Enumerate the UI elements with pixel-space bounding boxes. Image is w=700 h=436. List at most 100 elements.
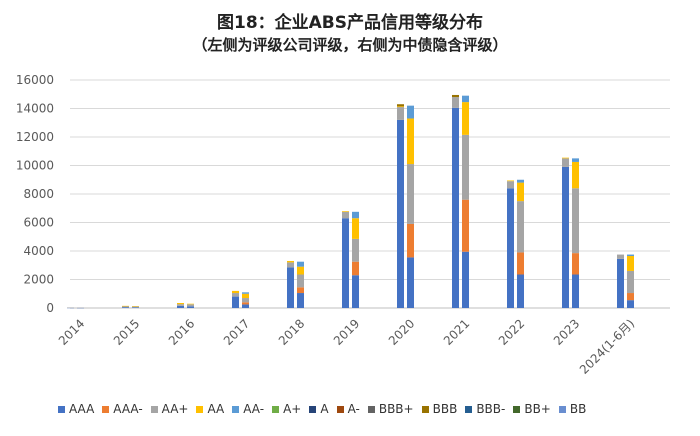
- bar-segment: [617, 258, 624, 308]
- bar-segment: [342, 211, 349, 219]
- bar-left: [617, 254, 624, 308]
- bar-segment: [177, 304, 184, 306]
- legend-item: A-: [336, 402, 360, 416]
- bar-segment: [407, 223, 414, 258]
- legend-label: AA-: [243, 402, 265, 416]
- bar-segment: [462, 199, 469, 252]
- legend-label: BBB-: [476, 402, 506, 416]
- bar-segment: [462, 134, 469, 200]
- bar-left: [122, 305, 129, 308]
- bar-segment: [242, 304, 249, 308]
- bar-segment: [407, 164, 414, 224]
- bar-segment: [572, 253, 579, 275]
- bar-segment: [462, 102, 469, 135]
- legend-item: AA+: [150, 402, 188, 416]
- bar-left: [452, 94, 459, 308]
- legend-swatch: [558, 406, 566, 413]
- bar-segment: [122, 305, 129, 307]
- legend-item: A+: [272, 402, 301, 416]
- bar-right: [407, 105, 414, 308]
- bar-segment: [452, 94, 459, 98]
- bar-segment: [132, 306, 139, 307]
- bar-segment: [562, 157, 569, 159]
- bar-segment: [407, 105, 414, 119]
- x-tick-label: 2023: [551, 316, 582, 347]
- bar-segment: [352, 211, 359, 219]
- legend-item: BBB-: [465, 402, 505, 416]
- bar-segment: [572, 188, 579, 254]
- bar-segment: [297, 261, 304, 267]
- bar-segment: [177, 303, 184, 305]
- legend-item: BBB+: [367, 402, 414, 416]
- legend-item: AA: [196, 402, 224, 416]
- bar-segment: [462, 95, 469, 103]
- bar-series: [67, 94, 634, 309]
- bar-segment: [507, 180, 514, 182]
- bar-segment: [287, 267, 294, 308]
- bar-right: [132, 306, 139, 308]
- x-tick-label: 2014: [56, 316, 87, 347]
- legend-swatch: [58, 406, 65, 413]
- bar-segment: [67, 307, 74, 309]
- legend-item: AAA: [58, 402, 94, 416]
- chart-title: 图18：企业ABS产品信用等级分布: [216, 13, 483, 33]
- bar-segment: [407, 118, 414, 165]
- x-tick-label: 2018: [276, 316, 307, 347]
- bar-segment: [352, 261, 359, 276]
- bar-segment: [232, 296, 239, 308]
- x-tick-label: 2022: [496, 316, 527, 347]
- y-tick-label: 0: [46, 301, 54, 315]
- legend-label: AAA-: [113, 402, 143, 416]
- bar-right: [352, 211, 359, 308]
- legend-swatch: [272, 406, 280, 413]
- legend-label: BBB: [432, 402, 458, 416]
- x-tick-label: 2021: [441, 316, 472, 347]
- bar-segment: [352, 275, 359, 308]
- y-tick-label: 4000: [23, 244, 54, 258]
- y-tick-label: 12000: [16, 130, 54, 144]
- bar-segment: [242, 293, 249, 299]
- bar-segment: [572, 161, 579, 189]
- legend-item: BB: [558, 402, 586, 416]
- legend-swatch: [421, 406, 429, 413]
- bar-segment: [342, 211, 349, 212]
- y-tick-label: 8000: [23, 187, 54, 201]
- bar-segment: [627, 270, 634, 294]
- legend-label: BB+: [524, 402, 551, 416]
- legend-swatch: [367, 406, 375, 413]
- bar-right: [77, 307, 84, 309]
- bar-segment: [352, 218, 359, 239]
- y-tick-label: 10000: [16, 159, 54, 173]
- legend-label: BBB+: [378, 402, 414, 416]
- gridlines: [70, 79, 670, 309]
- legend-label: AAA: [69, 402, 95, 416]
- bar-segment: [452, 97, 459, 108]
- bar-segment: [397, 106, 404, 108]
- bar-segment: [627, 254, 634, 256]
- bar-segment: [562, 158, 569, 167]
- legend-swatch: [513, 406, 521, 413]
- x-tick-label: 2019: [331, 316, 362, 347]
- legend-item: AA-: [232, 402, 264, 416]
- bar-segment: [517, 274, 524, 308]
- legend-swatch: [232, 406, 240, 413]
- bar-segment: [132, 306, 139, 308]
- bar-segment: [627, 255, 634, 271]
- legend-swatch: [336, 406, 344, 413]
- bar-segment: [517, 182, 524, 202]
- legend: AAA AAA- AA+ AA AA- A+ A A- BBB+ BBB BBB- BB+ BB: [58, 402, 698, 420]
- bar-left: [397, 104, 404, 309]
- bar-segment: [187, 304, 194, 307]
- bar-segment: [297, 293, 304, 308]
- bar-segment: [352, 238, 359, 262]
- bar-segment: [77, 307, 84, 309]
- bar-segment: [407, 257, 414, 308]
- bar-segment: [462, 251, 469, 308]
- bar-right: [517, 179, 524, 308]
- legend-label: AA: [207, 402, 225, 416]
- legend-label: A-: [347, 402, 360, 416]
- legend-item: A: [309, 402, 329, 416]
- legend-item: BBB: [421, 402, 458, 416]
- legend-item: AAA-: [102, 402, 143, 416]
- bar-segment: [232, 293, 239, 297]
